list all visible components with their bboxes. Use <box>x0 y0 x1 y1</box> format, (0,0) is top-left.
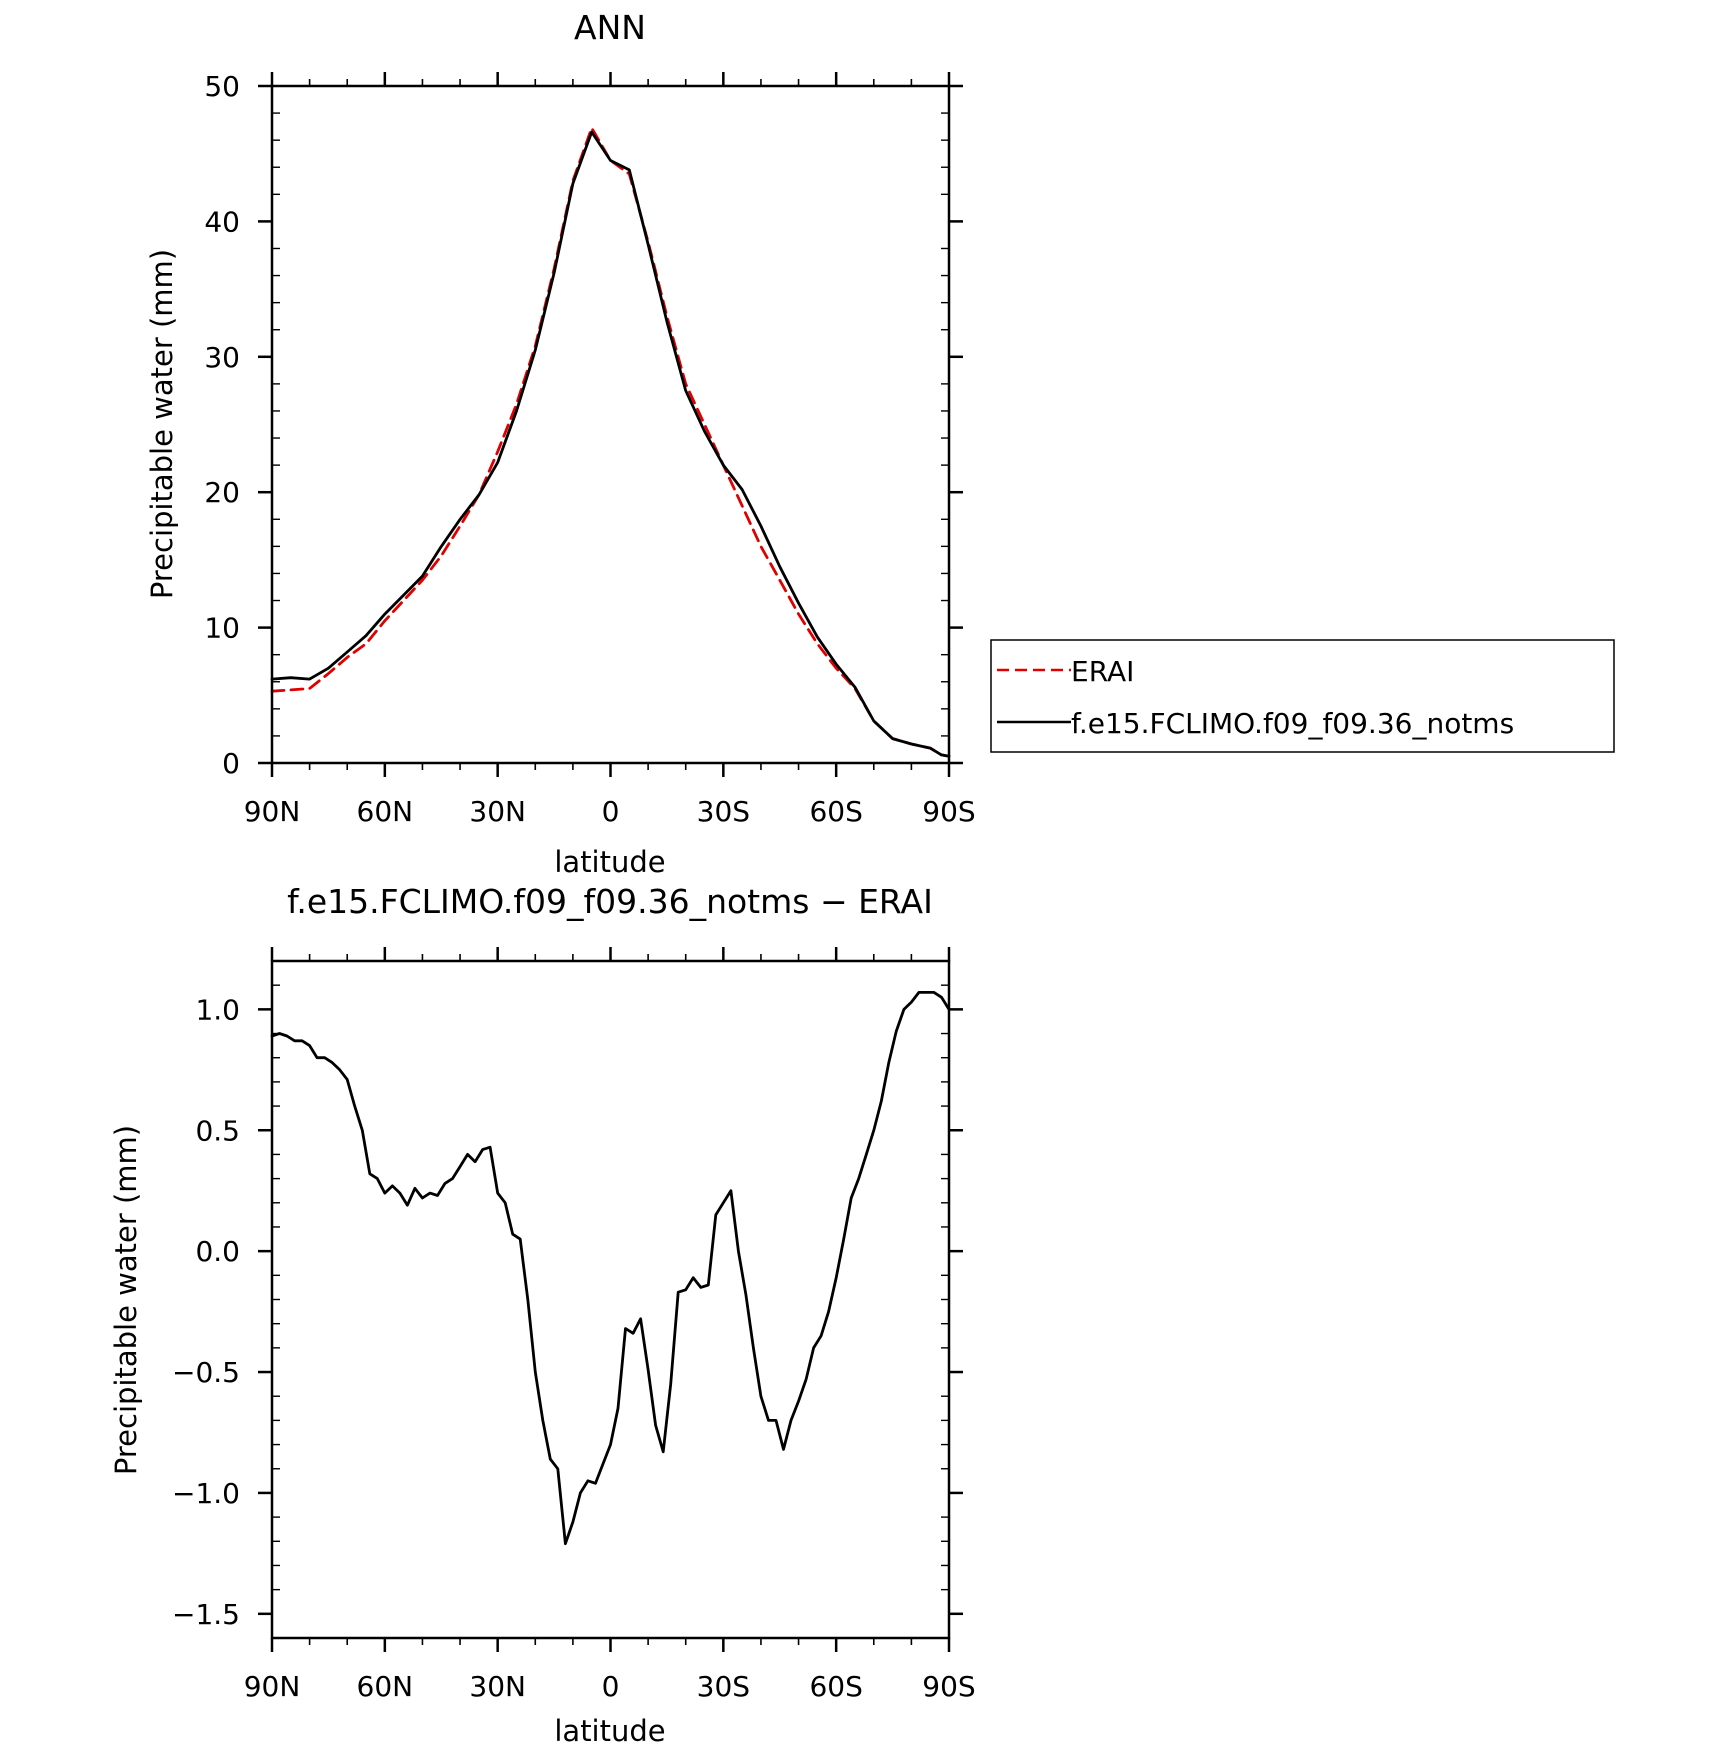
y-tick-label: 0.0 <box>195 1235 240 1268</box>
y-tick-label: 1.0 <box>195 993 240 1026</box>
erai-series-line <box>270 126 951 758</box>
x-tick-label: 60S <box>809 795 862 828</box>
x-tick-label: 30N <box>469 1670 526 1703</box>
y-tick-label: 20 <box>204 476 240 509</box>
x-tick-label: 30N <box>469 795 526 828</box>
y-tick-label: −0.5 <box>172 1356 240 1389</box>
top-chart-ticks <box>258 72 963 777</box>
y-tick-label: 50 <box>204 70 240 103</box>
x-tick-label: 60N <box>357 1670 414 1703</box>
x-tick-label: 60N <box>357 795 414 828</box>
top-panel: ANN 90N 60N 30N 0 30S 60S 90S 0 10 20 30 40 50 lati… <box>145 8 976 879</box>
y-tick-label: −1.0 <box>172 1477 240 1510</box>
x-tick-label: 90N <box>244 795 301 828</box>
legend: ERAI f.e15.FCLIMO.f09_f09.36_notms <box>990 639 1615 753</box>
y-tick-label: −1.5 <box>172 1598 240 1631</box>
bottom-chart-x-tick-labels: 90N 60N 30N 0 30S 60S 90S <box>244 1670 976 1703</box>
x-tick-label: 0 <box>602 795 620 828</box>
bottom-chart-title: f.e15.FCLIMO.f09_f09.36_notms − ERAI <box>287 882 933 921</box>
top-chart-title: ANN <box>574 8 646 47</box>
y-tick-label: 0 <box>222 747 240 780</box>
y-tick-label: 40 <box>204 205 240 238</box>
bottom-chart-lines <box>270 991 951 1546</box>
legend-box <box>990 639 1615 753</box>
x-tick-label: 30S <box>697 795 750 828</box>
y-tick-label: 30 <box>204 341 240 374</box>
x-tick-label: 90S <box>922 795 975 828</box>
y-tick-label: 0.5 <box>195 1114 240 1147</box>
bottom-chart-x-axis-label: latitude <box>554 1714 665 1745</box>
top-chart-frame <box>270 84 951 765</box>
top-chart-lines <box>270 126 951 758</box>
x-tick-label: 30S <box>697 1670 750 1703</box>
top-chart-y-axis-label: Precipitable water (mm) <box>145 249 179 599</box>
x-tick-label: 90N <box>244 1670 301 1703</box>
top-chart-y-tick-labels: 0 10 20 30 40 50 <box>204 70 240 780</box>
bottom-chart-frame <box>270 959 951 1640</box>
y-tick-label: 10 <box>204 612 240 645</box>
x-tick-label: 0 <box>602 1670 620 1703</box>
bottom-chart-y-tick-labels: 1.0 0.5 0.0 −0.5 −1.0 −1.5 <box>172 993 240 1630</box>
legend-label-model: f.e15.FCLIMO.f09_f09.36_notms <box>1071 707 1514 740</box>
bottom-panel: f.e15.FCLIMO.f09_f09.36_notms − ERAI 90N… <box>109 882 976 1745</box>
x-tick-label: 60S <box>809 1670 862 1703</box>
x-tick-label: 90S <box>922 1670 975 1703</box>
top-chart-x-tick-labels: 90N 60N 30N 0 30S 60S 90S <box>244 795 976 828</box>
difference-series-line <box>270 991 951 1546</box>
model-series-line <box>270 130 951 758</box>
bottom-chart-ticks <box>258 947 963 1652</box>
bottom-chart-y-axis-label: Precipitable water (mm) <box>109 1125 143 1475</box>
legend-label-erai: ERAI <box>1071 655 1134 688</box>
top-chart-x-axis-label: latitude <box>554 845 665 879</box>
